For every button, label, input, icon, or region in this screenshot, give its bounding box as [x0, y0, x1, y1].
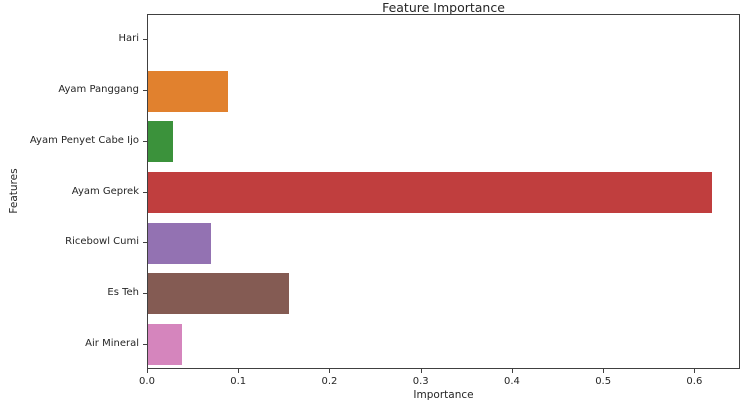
y-tick-mark	[143, 140, 147, 142]
x-axis-label: Importance	[413, 389, 474, 401]
x-tick-mark	[420, 369, 422, 373]
x-tick-label: 0.6	[686, 376, 703, 387]
bar-ayam-penyet-cabe-ijo	[148, 121, 173, 163]
y-tick-mark	[143, 39, 147, 41]
y-tick-label: Hari	[118, 33, 139, 45]
bar-es-teh	[148, 273, 289, 315]
x-tick-mark	[147, 369, 148, 373]
x-tick-label: 0.5	[595, 376, 612, 387]
bar-ayam-geprek	[148, 172, 712, 213]
y-tick-mark	[143, 90, 147, 92]
y-tick-label: Ayam Panggang	[58, 84, 139, 96]
y-tick-label: Es Teh	[107, 286, 139, 298]
x-tick-mark	[511, 369, 513, 373]
y-axis-label: Features	[8, 168, 20, 214]
bar-ayam-panggang	[148, 70, 228, 112]
x-tick-label: 0.4	[503, 376, 520, 387]
x-tick-label: 0.3	[412, 376, 429, 387]
x-tick-mark	[603, 369, 605, 373]
bar-air-mineral	[148, 324, 182, 366]
y-tick-mark	[143, 191, 147, 193]
x-tick-mark	[694, 369, 696, 373]
y-tick-label: Air Mineral	[85, 337, 139, 349]
y-tick-label: Ricebowl Cumi	[65, 236, 139, 248]
x-tick-mark	[329, 369, 331, 373]
y-tick-mark	[143, 242, 147, 244]
y-tick-label: Ayam Geprek	[71, 185, 139, 197]
x-tick-mark	[238, 369, 240, 373]
chart-title: Feature Importance	[382, 0, 505, 15]
bar-ricebowl-cumi	[148, 222, 211, 264]
y-tick-mark	[143, 343, 147, 345]
y-tick-mark	[143, 292, 147, 294]
plot-area	[147, 14, 740, 369]
y-tick-label: Ayam Penyet Cabe Ijo	[29, 134, 139, 146]
x-tick-label: 0.0	[139, 376, 155, 387]
x-tick-label: 0.2	[321, 376, 338, 387]
x-tick-label: 0.1	[230, 376, 247, 387]
